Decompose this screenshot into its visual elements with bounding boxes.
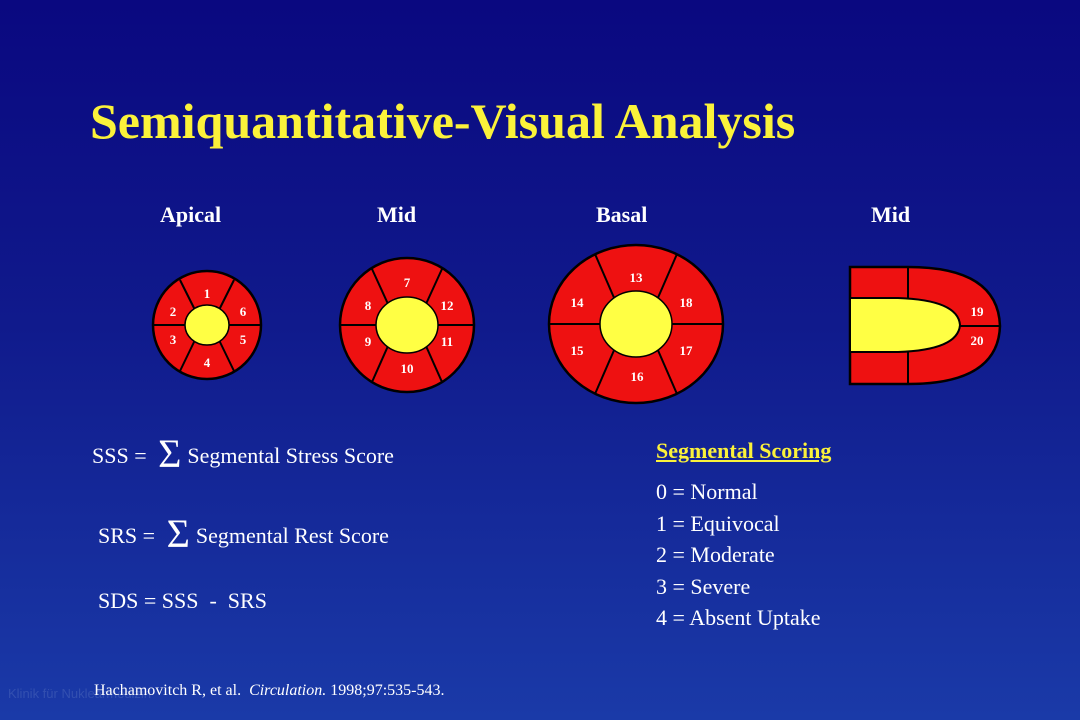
segment-number: 17 [680, 343, 694, 358]
basal-ring: 13 14 15 16 17 18 [547, 243, 725, 405]
citation: Hachamovitch R, et al. Circulation. 1998… [94, 682, 444, 700]
scoring-item: 2 = Moderate [656, 542, 775, 567]
segment-number: 8 [365, 298, 372, 313]
segment-number: 4 [204, 355, 211, 370]
segment-number: 20 [971, 333, 984, 348]
segment-number: 14 [571, 295, 585, 310]
label-mid: Mid [377, 202, 417, 227]
segment-number: 6 [240, 304, 247, 319]
segment-number: 18 [680, 295, 694, 310]
segment-number: 5 [240, 332, 247, 347]
scoring-item: 1 = Equivocal [656, 510, 780, 536]
sss-formula: SSS = Σ Segmental Stress Score [92, 430, 394, 477]
sss-prefix: SSS = [92, 443, 153, 468]
sss-text: Segmental Stress Score [187, 443, 394, 468]
segment-number: 10 [401, 361, 414, 376]
segment-number: 9 [365, 334, 372, 349]
scoring-item: 4 = Absent Uptake [656, 605, 821, 630]
scoring-list: 0 = Normal 1 = Equivocal 2 = Moderate 3 … [656, 476, 821, 634]
segment-number: 11 [441, 334, 453, 349]
segment-number: 2 [170, 304, 177, 319]
label-mid-long-axis: Mid [871, 202, 911, 227]
mid-ring: 7 8 9 10 11 12 [338, 256, 476, 394]
citation-journal: Circulation. [249, 682, 327, 699]
watermark: Klinik für Nuklearmedizin [8, 686, 152, 701]
segment-number: 12 [441, 298, 454, 313]
segment-number: 15 [571, 343, 585, 358]
sigma-symbol: Σ [158, 431, 182, 476]
apical-ring: 1 2 3 4 5 6 [151, 269, 263, 381]
citation-authors: Hachamovitch R, et al. [94, 682, 242, 699]
long-axis-view: 19 20 [848, 265, 1002, 386]
segment-number: 16 [631, 369, 645, 384]
segment-number: 1 [204, 286, 211, 301]
scoring-title: Segmental Scoring [656, 438, 832, 463]
segment-number: 3 [170, 332, 177, 347]
srs-text: Segmental Rest Score [195, 523, 389, 548]
citation-details: 1998;97:535-543. [330, 682, 445, 699]
srs-prefix: SRS = [98, 523, 161, 548]
sds-formula: SDS = SSS - SRS [98, 588, 267, 613]
slide-title: Semiquantitative-Visual Analysis [90, 93, 796, 149]
srs-formula: SRS = Σ Segmental Rest Score [98, 510, 389, 557]
segment-number: 13 [630, 270, 644, 285]
segment-number: 7 [404, 275, 411, 290]
label-basal: Basal [596, 202, 648, 227]
scoring-item: 0 = Normal [656, 479, 758, 504]
label-apical: Apical [160, 202, 222, 227]
sigma-symbol: Σ [166, 511, 190, 556]
scoring-item: 3 = Severe [656, 573, 751, 599]
segment-number: 19 [971, 304, 985, 319]
